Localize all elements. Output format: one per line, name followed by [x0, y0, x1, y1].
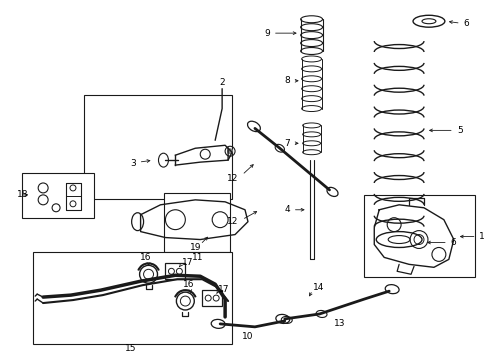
- Text: 16: 16: [140, 253, 151, 262]
- Text: 14: 14: [313, 283, 324, 292]
- Text: 17: 17: [218, 285, 230, 294]
- Text: 15: 15: [125, 344, 136, 353]
- Text: 11: 11: [192, 253, 203, 262]
- Bar: [33, 252, 232, 344]
- Bar: [202, 290, 222, 306]
- Text: 3: 3: [130, 159, 136, 168]
- Text: 16: 16: [183, 280, 194, 289]
- Text: 19: 19: [190, 243, 201, 252]
- Text: 9: 9: [264, 29, 270, 38]
- Text: 10: 10: [242, 332, 254, 341]
- Text: 17: 17: [182, 258, 194, 267]
- Text: 7: 7: [284, 139, 290, 148]
- Text: 12: 12: [227, 174, 238, 183]
- Text: 6: 6: [464, 19, 469, 28]
- Text: 8: 8: [284, 76, 290, 85]
- Text: 6: 6: [451, 238, 457, 247]
- Bar: [84, 95, 232, 199]
- Text: 2: 2: [220, 78, 225, 87]
- Text: 4: 4: [284, 205, 290, 214]
- Text: 1: 1: [479, 232, 485, 241]
- Text: 5: 5: [457, 126, 463, 135]
- Text: 13: 13: [334, 319, 345, 328]
- Circle shape: [227, 148, 233, 154]
- Bar: [365, 195, 475, 277]
- Text: 12: 12: [227, 217, 238, 226]
- Bar: [165, 193, 230, 252]
- Bar: [22, 173, 94, 218]
- Bar: [166, 264, 185, 279]
- Text: 18: 18: [17, 190, 29, 199]
